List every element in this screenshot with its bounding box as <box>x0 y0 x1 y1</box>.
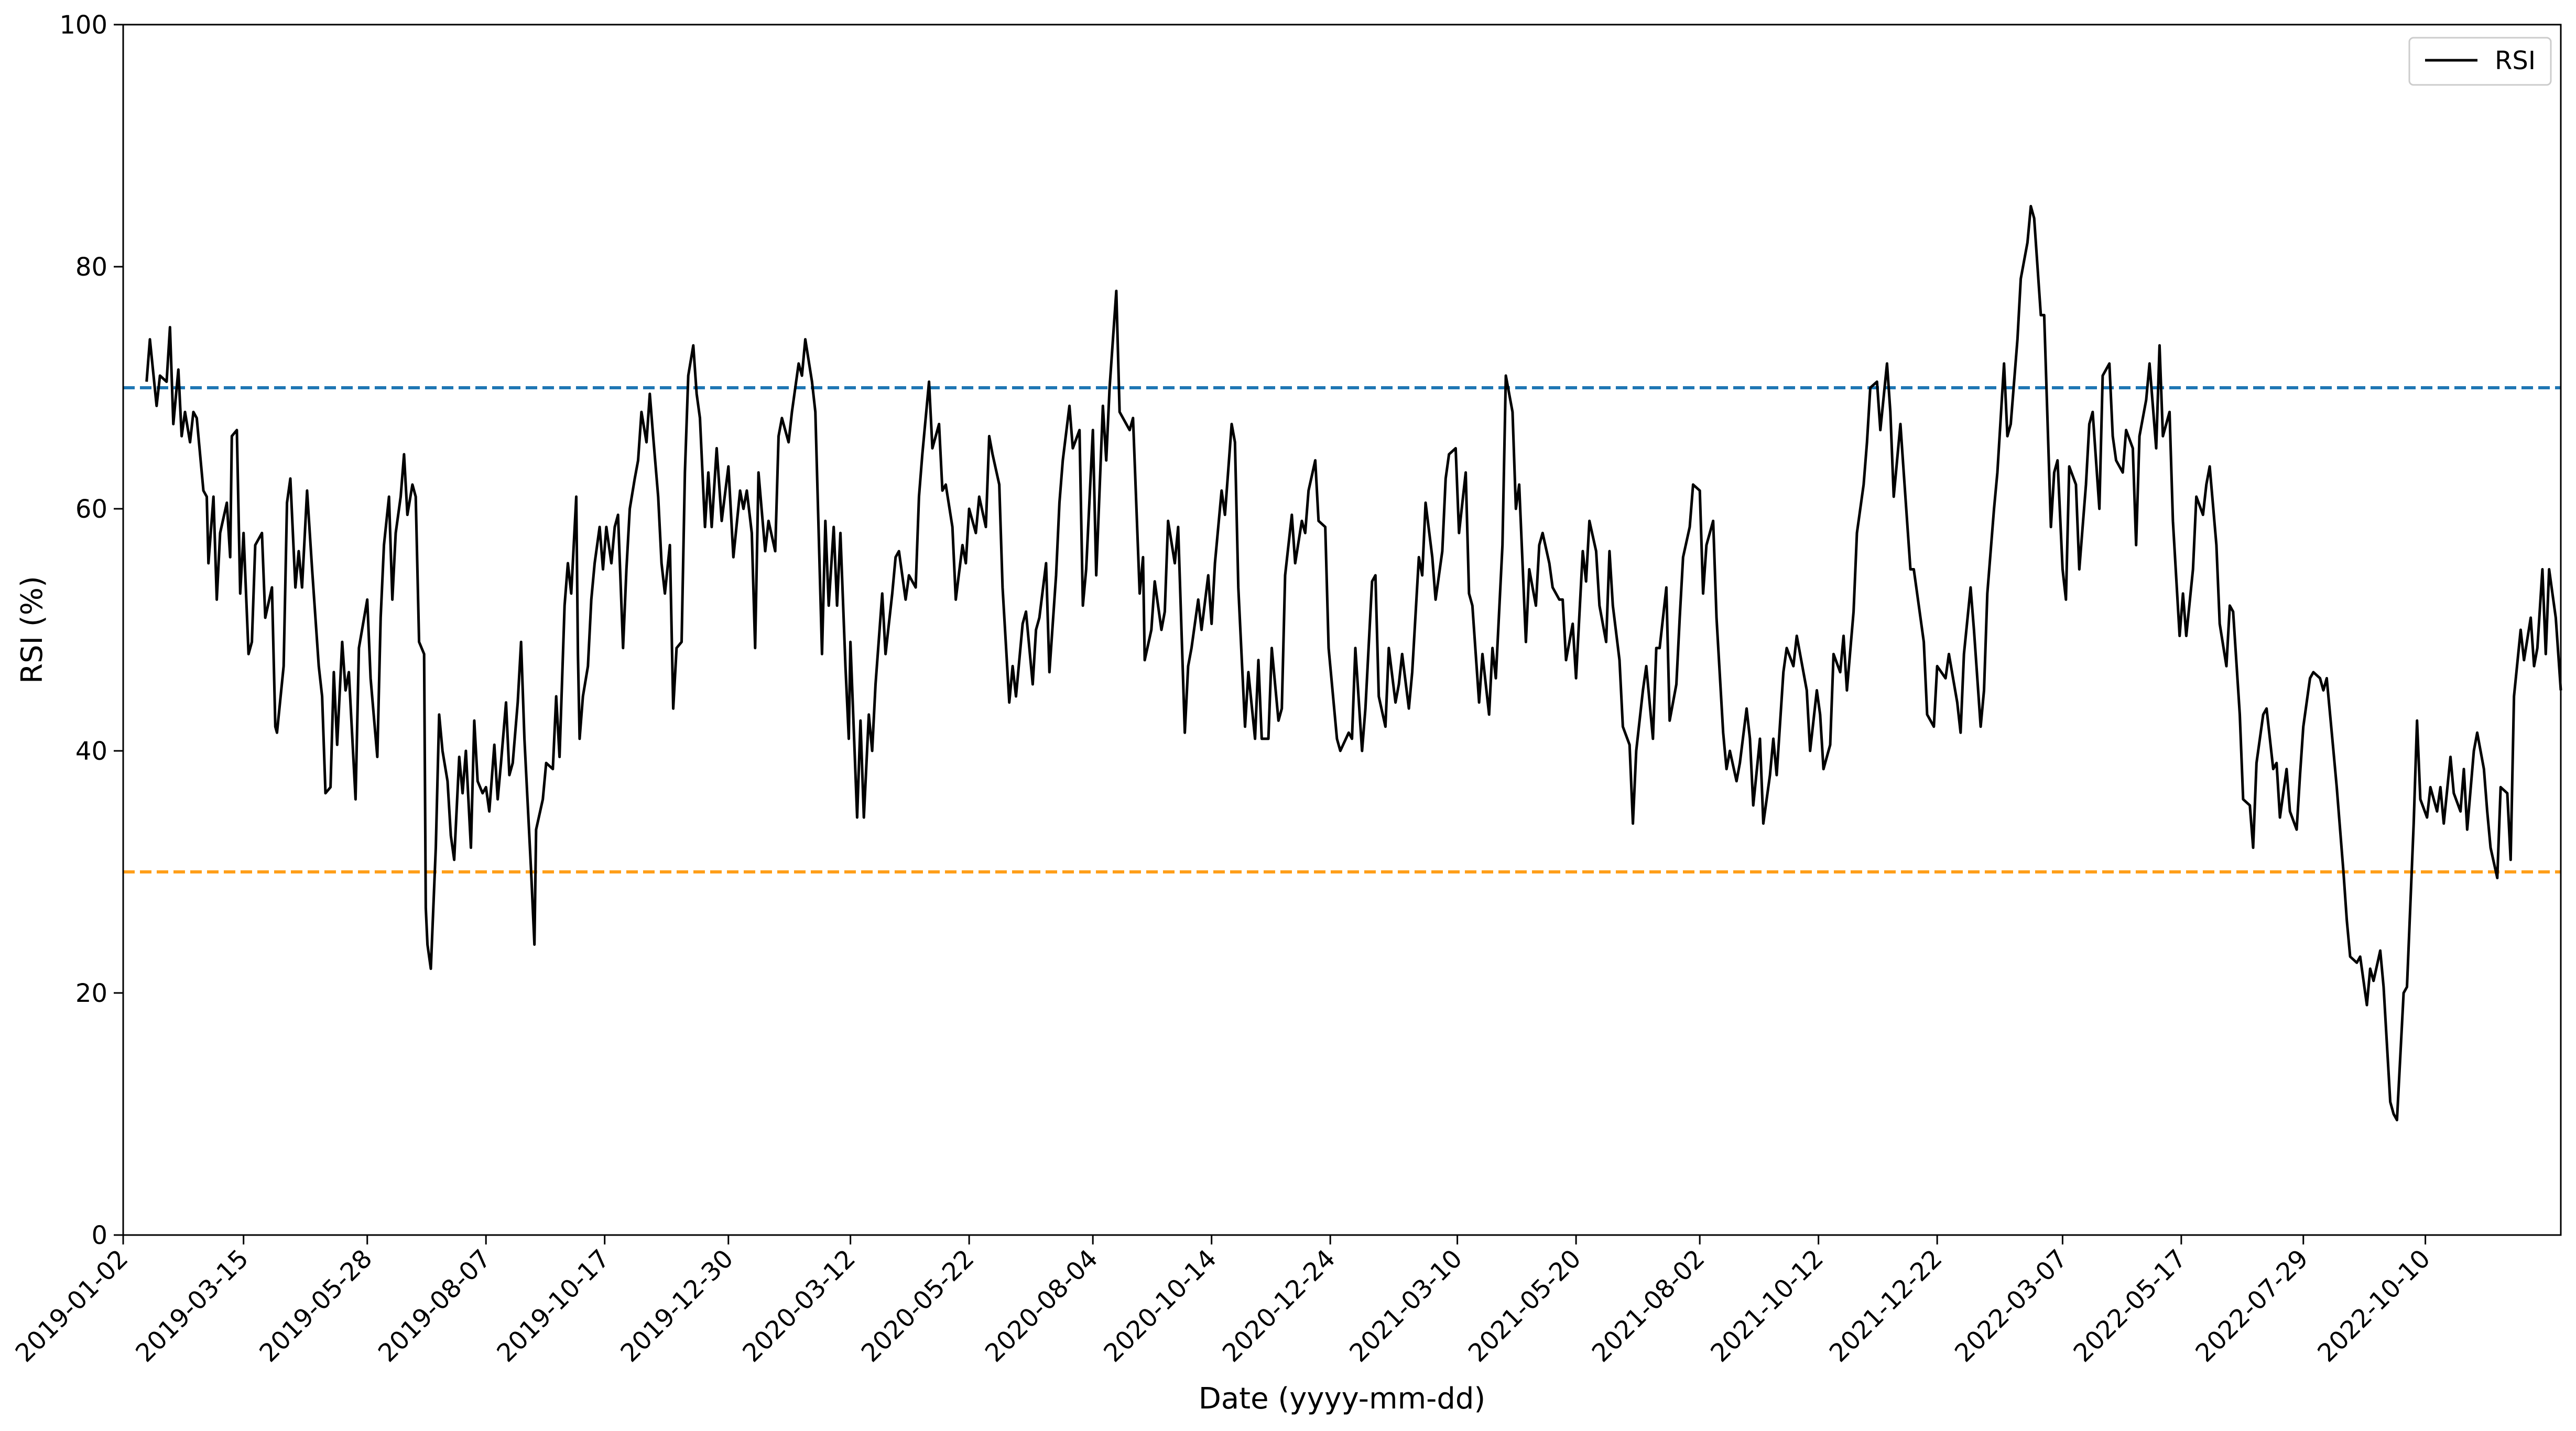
y-tick-label-80: 80 <box>75 253 107 282</box>
plot-area-frame <box>122 24 2562 1236</box>
reference-lines <box>123 386 2561 873</box>
y-tick-label-60: 60 <box>75 495 107 524</box>
y-axis: 0 20 40 60 80 100 <box>59 10 123 1250</box>
series-line-rsi <box>145 205 2562 1122</box>
y-axis-label: RSI (%) <box>15 576 49 684</box>
x-axis-label: Date (yyyy-mm-dd) <box>1199 1382 1486 1416</box>
series-layer <box>145 205 2562 1122</box>
y-tick-label-20: 20 <box>75 979 107 1008</box>
legend-label-rsi: RSI <box>2495 46 2536 75</box>
y-tick-label-0: 0 <box>91 1221 107 1250</box>
y-tick-label-100: 100 <box>59 10 107 40</box>
y-tick-label-40: 40 <box>75 737 107 766</box>
legend-box <box>2408 37 2552 86</box>
legend: RSI <box>2408 37 2552 86</box>
